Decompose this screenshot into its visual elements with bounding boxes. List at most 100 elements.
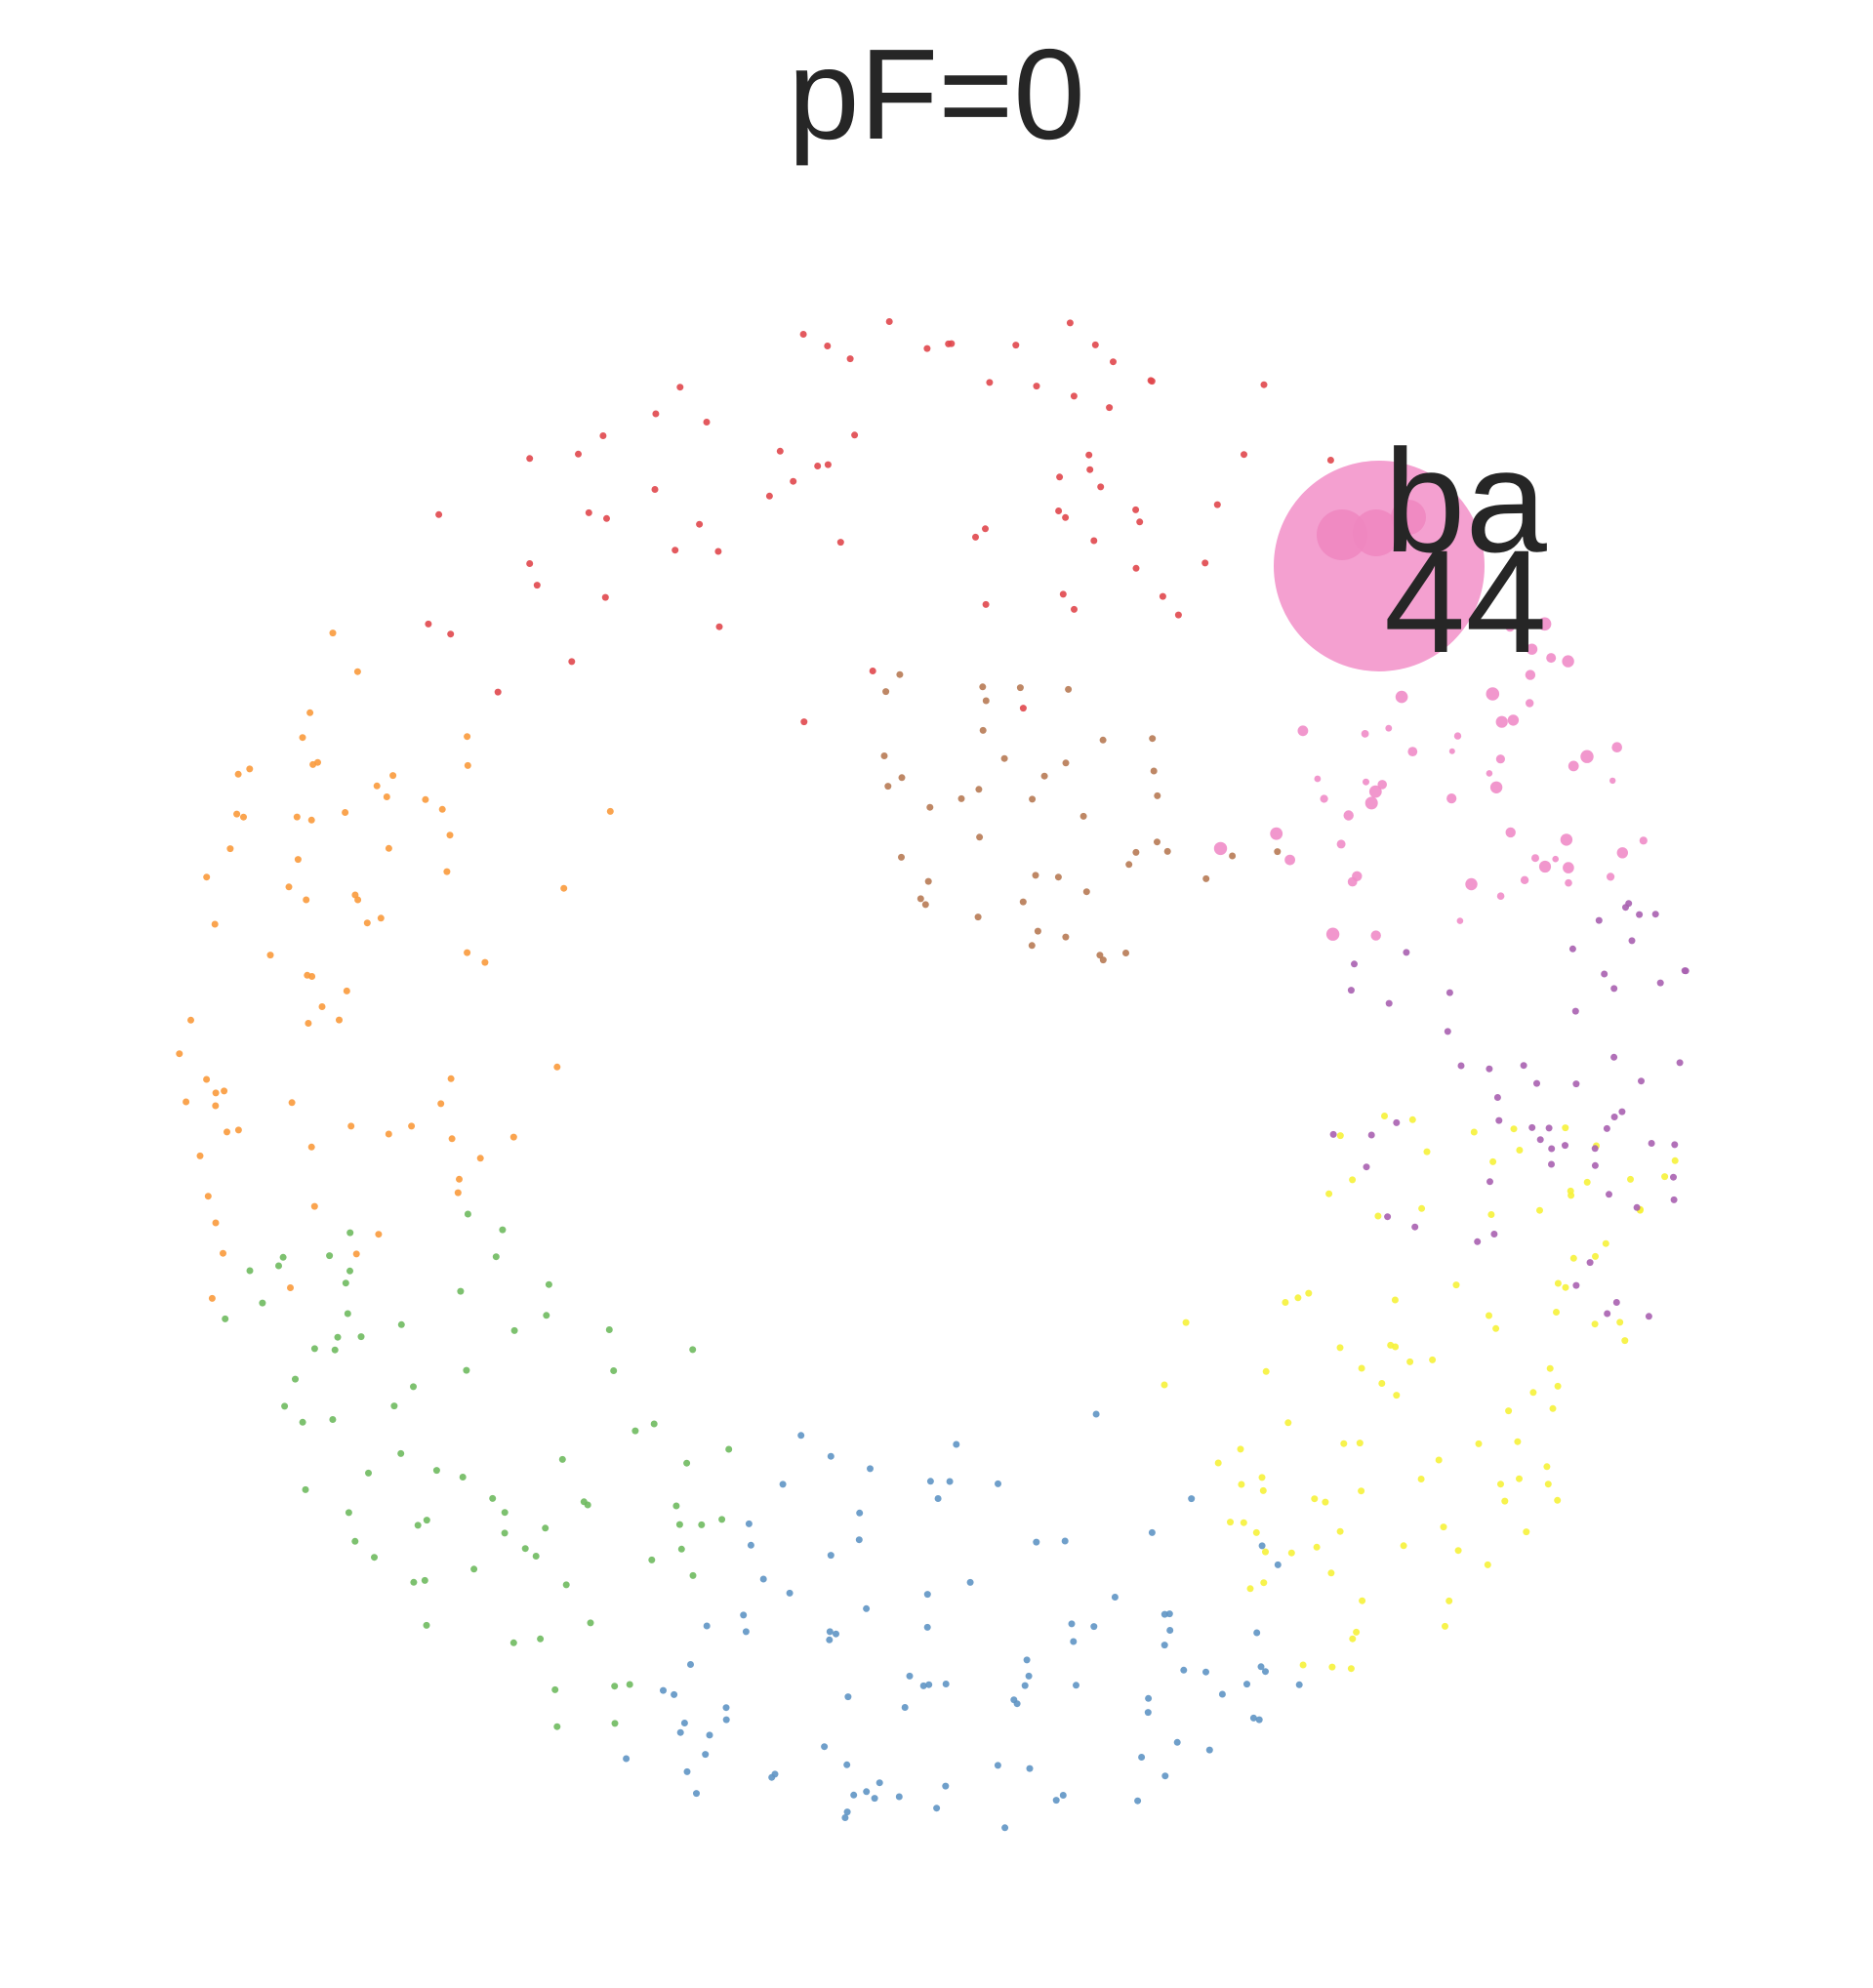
node-yellow: [1240, 1519, 1247, 1526]
node-red: [1091, 341, 1099, 348]
node-yellow: [1567, 1187, 1574, 1195]
node-green: [489, 1494, 497, 1502]
node-yellow: [1246, 1585, 1254, 1593]
node-yellow: [1475, 1440, 1483, 1447]
node-pink: [1607, 872, 1615, 881]
node-blue: [919, 1682, 927, 1689]
node-blue: [946, 1478, 954, 1485]
node-pink: [1297, 725, 1309, 737]
node-green: [410, 1578, 418, 1586]
node-blue: [826, 1636, 834, 1643]
node-purple: [1528, 1123, 1536, 1131]
node-yellow: [1356, 1440, 1364, 1447]
node-pink: [1453, 732, 1462, 740]
node-pink: [1507, 714, 1520, 726]
node-blue: [827, 1452, 835, 1460]
node-red: [1097, 483, 1105, 491]
node-yellow: [1501, 1497, 1509, 1505]
node-brown: [896, 670, 904, 678]
node-green: [279, 1253, 287, 1261]
node-orange: [383, 793, 390, 800]
node-orange: [212, 1102, 220, 1110]
node-blue: [942, 1681, 950, 1687]
node-pink: [1336, 839, 1346, 849]
node-purple: [1385, 999, 1393, 1007]
node-pink: [1486, 687, 1500, 701]
node-blue: [676, 1728, 684, 1736]
node-red: [986, 379, 994, 386]
node-green: [345, 1509, 352, 1517]
node-red: [836, 539, 844, 547]
node-brown: [884, 783, 892, 791]
node-brown: [1096, 952, 1104, 959]
node-orange: [303, 896, 310, 904]
node-yellow: [1435, 1456, 1443, 1464]
node-red: [948, 340, 956, 347]
hub-label-top: ba: [1384, 419, 1547, 583]
node-red: [1012, 342, 1020, 349]
node-green: [334, 1333, 342, 1341]
node-brown: [926, 803, 934, 811]
node-green: [259, 1299, 266, 1307]
node-yellow: [1489, 1157, 1497, 1165]
node-yellow: [1445, 1597, 1453, 1604]
node-yellow: [1510, 1125, 1518, 1133]
node-blue: [797, 1432, 805, 1440]
node-brown: [982, 697, 990, 705]
node-yellow: [1238, 1481, 1245, 1488]
node-purple: [1572, 1281, 1580, 1289]
node-green: [689, 1571, 697, 1579]
node-purple: [1645, 1313, 1652, 1320]
node-pink: [1538, 860, 1552, 873]
node-yellow: [1546, 1364, 1554, 1372]
node-blue: [901, 1704, 909, 1711]
node-orange: [240, 813, 247, 821]
node-brown: [882, 688, 890, 696]
node-red: [1201, 559, 1209, 567]
node-pink: [1395, 690, 1408, 704]
node-blue: [1166, 1627, 1174, 1634]
node-red: [1213, 501, 1221, 508]
node-orange: [560, 884, 568, 892]
node-blue: [1025, 1672, 1033, 1680]
node-blue: [759, 1575, 767, 1583]
node-red: [1260, 381, 1268, 388]
node-red: [814, 463, 822, 469]
node-pink: [1537, 617, 1552, 631]
node-purple: [1347, 987, 1355, 994]
node-green: [611, 1720, 619, 1727]
node-yellow: [1336, 1344, 1344, 1352]
node-red: [425, 620, 432, 628]
node-orange: [509, 1133, 517, 1141]
node-blue: [863, 1788, 871, 1796]
node-purple: [1671, 1141, 1679, 1149]
node-blue: [867, 1465, 874, 1473]
node-blue: [1160, 1642, 1168, 1649]
node-blue: [1092, 1410, 1100, 1418]
node-brown: [979, 683, 987, 691]
node-brown: [1016, 684, 1024, 692]
hub-inner-node: [1391, 500, 1426, 535]
node-blue: [1148, 1528, 1156, 1536]
node-yellow: [1554, 1496, 1562, 1504]
node-yellow: [1486, 1312, 1492, 1319]
node-green: [689, 1346, 697, 1354]
node-blue: [702, 1751, 710, 1759]
node-purple: [1520, 1062, 1527, 1070]
node-purple: [1393, 1118, 1401, 1126]
node-yellow: [1543, 1463, 1551, 1471]
node-orange: [204, 1193, 212, 1200]
node-orange: [307, 816, 315, 824]
node-red: [526, 560, 534, 567]
node-blue: [1138, 1754, 1146, 1761]
node-green: [459, 1474, 467, 1481]
node-red: [533, 582, 541, 589]
node-brown: [1122, 950, 1129, 956]
node-green: [558, 1455, 566, 1463]
node-blue: [875, 1779, 883, 1787]
node-green: [414, 1521, 422, 1529]
node-blue: [1134, 1797, 1142, 1805]
node-blue: [768, 1773, 776, 1781]
node-orange: [438, 805, 446, 813]
